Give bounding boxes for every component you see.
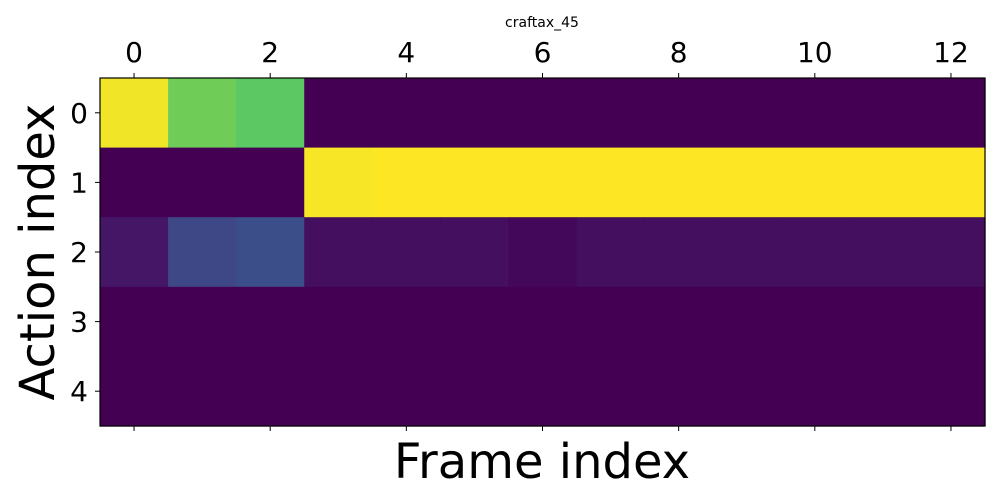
heatmap-cell bbox=[508, 286, 578, 357]
heatmap-cell bbox=[780, 217, 850, 288]
heatmap-cell bbox=[916, 217, 986, 288]
heatmap-cell bbox=[372, 147, 441, 218]
heatmap-cell bbox=[372, 356, 441, 427]
x-tick-label: 8 bbox=[670, 36, 688, 69]
heatmap-cell bbox=[712, 147, 782, 218]
heatmap-cell bbox=[440, 217, 510, 288]
y-tick-label: 1 bbox=[70, 166, 88, 199]
heatmap-cell bbox=[236, 356, 305, 427]
heatmap-cell bbox=[576, 147, 646, 218]
heatmap-cell bbox=[236, 286, 305, 357]
heatmap-cell bbox=[916, 356, 986, 427]
heatmap-cell bbox=[304, 147, 373, 218]
y-tick-label: 3 bbox=[70, 306, 88, 339]
heatmap-cell bbox=[712, 217, 782, 288]
heatmap-cell bbox=[576, 356, 646, 427]
x-tick-label: 0 bbox=[125, 36, 143, 69]
heatmap-cell bbox=[712, 286, 782, 357]
heatmap-cell bbox=[236, 78, 305, 149]
heatmap-cell bbox=[304, 78, 373, 149]
heatmap-cell bbox=[644, 147, 714, 218]
heatmap-cell bbox=[168, 217, 237, 288]
heatmap-cell bbox=[916, 78, 986, 149]
y-axis-label: Action index bbox=[10, 104, 66, 401]
plot-frame bbox=[99, 77, 986, 427]
heatmap-cell bbox=[440, 286, 510, 357]
heatmap-cell bbox=[304, 217, 373, 288]
heatmap-cell bbox=[644, 286, 714, 357]
heatmap-cell bbox=[848, 78, 918, 149]
heatmap-cell bbox=[304, 356, 373, 427]
y-tick-label: 4 bbox=[70, 375, 88, 408]
heatmap-cell bbox=[644, 356, 714, 427]
heatmap-cell bbox=[916, 147, 986, 218]
y-axis-ticks: 0 1 2 3 4 bbox=[70, 97, 100, 408]
heatmap-cell bbox=[576, 78, 646, 149]
heatmap-cells bbox=[100, 78, 986, 427]
heatmap-cell bbox=[848, 217, 918, 288]
heatmap-cell bbox=[508, 217, 578, 288]
heatmap-cell bbox=[168, 78, 237, 149]
heatmap-cell bbox=[100, 147, 169, 218]
heatmap-cell bbox=[440, 78, 510, 149]
heatmap-cell bbox=[712, 78, 782, 149]
heatmap-cell bbox=[576, 286, 646, 357]
heatmap-cell bbox=[100, 286, 169, 357]
heatmap-cell bbox=[372, 217, 441, 288]
heatmap-cell bbox=[508, 356, 578, 427]
heatmap-cell bbox=[780, 356, 850, 427]
x-tick-label: 4 bbox=[397, 36, 415, 69]
heatmap-cell bbox=[440, 147, 510, 218]
heatmap-cell bbox=[372, 78, 441, 149]
heatmap-cell bbox=[712, 356, 782, 427]
y-tick-label: 0 bbox=[70, 97, 88, 130]
heatmap-cell bbox=[100, 78, 169, 149]
heatmap-cell bbox=[508, 78, 578, 149]
heatmap-cell bbox=[848, 356, 918, 427]
heatmap-cell bbox=[780, 286, 850, 357]
y-tick-label: 2 bbox=[70, 236, 88, 269]
heatmap-cell bbox=[100, 356, 169, 427]
heatmap-cell bbox=[100, 217, 169, 288]
heatmap-cell bbox=[168, 286, 237, 357]
heatmap-cell bbox=[848, 286, 918, 357]
x-axis-ticks: 0 2 4 6 8 10 12 bbox=[125, 36, 969, 431]
heatmap-cell bbox=[848, 147, 918, 218]
heatmap-cell bbox=[440, 356, 510, 427]
heatmap-cell bbox=[236, 217, 305, 288]
heatmap-cell bbox=[644, 217, 714, 288]
heatmap-cell bbox=[372, 286, 441, 357]
x-tick-label: 2 bbox=[261, 36, 279, 69]
x-tick-label: 6 bbox=[534, 36, 552, 69]
heatmap-cell bbox=[576, 217, 646, 288]
heatmap-cell bbox=[780, 78, 850, 149]
heatmap-cell bbox=[168, 356, 237, 427]
heatmap-cell bbox=[644, 78, 714, 149]
chart-title: craftax_45 bbox=[505, 15, 579, 31]
heatmap-cell bbox=[780, 147, 850, 218]
x-tick-label: 12 bbox=[933, 36, 969, 69]
heatmap-cell bbox=[236, 147, 305, 218]
x-tick-label: 10 bbox=[797, 36, 833, 69]
x-axis-label: Frame index bbox=[394, 434, 690, 490]
heatmap-cell bbox=[508, 147, 578, 218]
heatmap-cell bbox=[916, 286, 986, 357]
heatmap-cell bbox=[304, 286, 373, 357]
heatmap-cell bbox=[168, 147, 237, 218]
